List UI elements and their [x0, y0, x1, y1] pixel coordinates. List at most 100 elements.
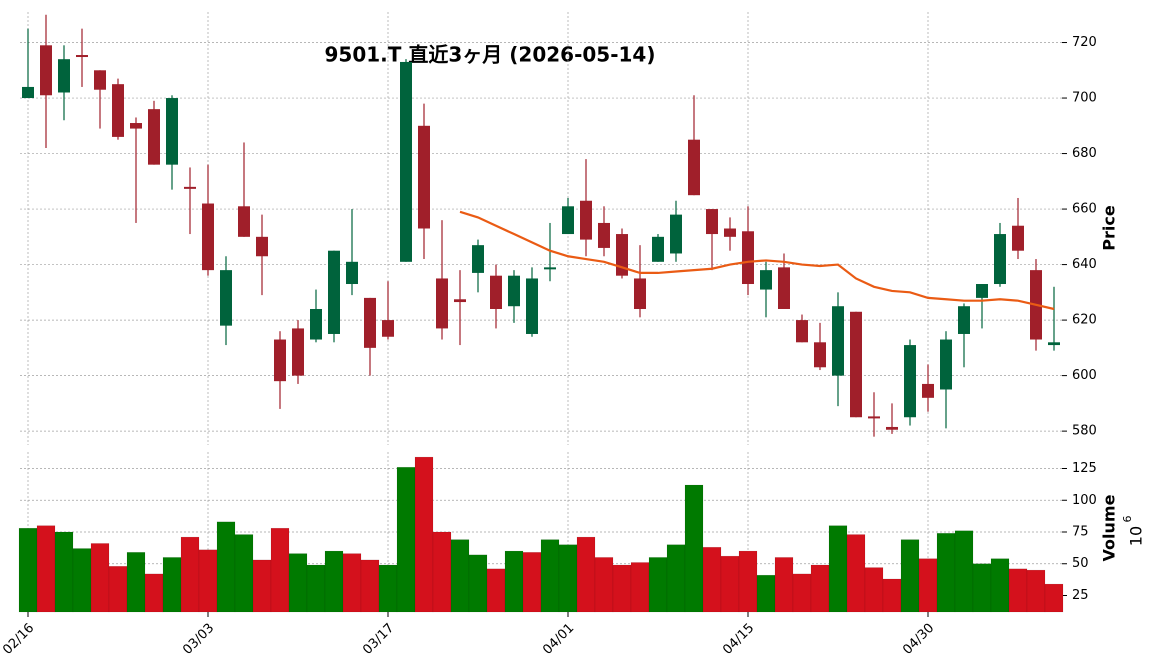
volume-bar [1044, 583, 1064, 613]
volume-bar [558, 544, 578, 613]
volume-bar [180, 536, 200, 613]
volume-bar [792, 573, 812, 613]
volume-bar [90, 543, 110, 613]
volume-bar [918, 558, 938, 613]
candle-body [166, 98, 178, 165]
volume-bar [324, 550, 344, 613]
volume-bar [1008, 568, 1028, 613]
y-tick-label: 50 [1072, 556, 1089, 571]
candle-body [418, 125, 430, 229]
candle-body [202, 203, 214, 271]
x-tick-label: 04/30 [900, 621, 937, 658]
candle-body [382, 320, 394, 337]
candle-body [724, 228, 736, 237]
volume-bar [522, 552, 542, 613]
volume-bar [198, 549, 218, 613]
chart-title: 9501.T 直近3ヶ月 (2026-05-14) [325, 43, 656, 67]
volume-bar [612, 564, 632, 613]
candle-body [778, 267, 790, 309]
volume-bar [828, 525, 848, 613]
candle-body [472, 245, 484, 273]
candle-body [454, 299, 466, 303]
y-tick-label: 680 [1072, 146, 1097, 161]
volume-bar [630, 562, 650, 613]
volume-bar [684, 484, 704, 613]
volume-bar [954, 530, 974, 613]
volume-bar [216, 521, 236, 613]
volume-bar [774, 557, 794, 613]
candle-body [544, 267, 556, 270]
candle-body [904, 345, 916, 418]
volume-bar [360, 559, 380, 613]
candle-body [22, 86, 34, 99]
candle-body [850, 311, 862, 418]
candle-body [364, 297, 376, 348]
volume-bar [648, 557, 668, 613]
volume-bar [270, 527, 290, 613]
candle-body [346, 261, 358, 285]
x-tick-label: 03/17 [360, 621, 397, 658]
volume-bar [756, 574, 776, 613]
candle-body [328, 250, 340, 334]
y-tick-label: 25 [1072, 588, 1089, 603]
candle-body [310, 308, 322, 340]
y-tick-label: 660 [1072, 202, 1097, 217]
x-tick-label: 04/15 [720, 621, 757, 658]
volume-bar [594, 557, 614, 613]
candle-body [814, 342, 826, 368]
volume-bar [504, 550, 524, 613]
volume-bar [990, 558, 1010, 613]
volume-bar [900, 539, 920, 613]
candle-body [832, 306, 844, 376]
x-tick-label: 04/01 [540, 621, 577, 658]
volume-bar [126, 552, 146, 613]
candle-body [562, 206, 574, 235]
y-tick-label: 75 [1072, 525, 1089, 540]
candle-body [256, 236, 268, 257]
volume-bar [162, 557, 182, 613]
volume-bar [846, 534, 866, 613]
candle-body [976, 284, 988, 298]
candle-body [130, 123, 142, 129]
volume-bar [18, 527, 38, 613]
y-tick-label: 640 [1072, 257, 1097, 272]
volume-bar [396, 466, 416, 613]
volume-bar [36, 525, 56, 613]
candle-body [994, 234, 1006, 285]
x-tick-label: 03/03 [180, 621, 217, 658]
y-tick-label: 720 [1072, 35, 1097, 50]
candle-body [148, 109, 160, 165]
candle-body [40, 45, 52, 96]
volume-bar [252, 559, 272, 613]
volume-bar [144, 573, 164, 613]
volume-bar [234, 534, 254, 613]
volume-bar [882, 578, 902, 613]
volume-bar [432, 531, 452, 613]
candle-body [634, 278, 646, 309]
candle-body [508, 275, 520, 307]
volume-bar [468, 554, 488, 613]
moving-average [459, 210, 1055, 311]
candle-body [796, 320, 808, 343]
x-tick-label: 02/16 [0, 621, 37, 658]
volume-bar [414, 456, 434, 613]
candle-body [526, 278, 538, 334]
volume-bar [936, 533, 956, 613]
y-axis-label: Price [1100, 205, 1119, 251]
volume-bar [486, 568, 506, 613]
candle-body [616, 234, 628, 276]
volume-bar [342, 553, 362, 613]
y-tick-label: 580 [1072, 424, 1097, 439]
volume-bar [54, 531, 74, 613]
candle-body [436, 278, 448, 329]
candle-body [706, 209, 718, 235]
volume-bar [1026, 569, 1046, 613]
volume-bar [576, 536, 596, 613]
y-tick-label: 125 [1072, 461, 1097, 476]
volume-bar [306, 564, 326, 613]
volume-bar [450, 539, 470, 613]
candle-body [1012, 225, 1024, 251]
candle-body [292, 328, 304, 376]
